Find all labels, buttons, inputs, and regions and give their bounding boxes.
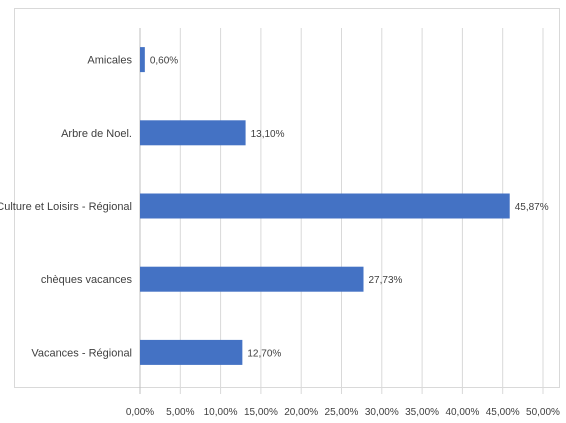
x-tick-label: 25,00% [325,407,359,418]
data-label: 0,60% [150,56,178,67]
x-tick-label: 0,00% [126,407,154,418]
bar [140,120,246,146]
labels: 0,00% 5,00% 10,00% 15,00% 20,00% 25,00% 30,00%… [0,55,560,418]
data-label: 13,10% [251,129,285,140]
bar [140,339,243,365]
bars [140,47,510,365]
bar [140,47,145,73]
x-tick-label: 10,00% [204,407,238,418]
category-label: Amicales [87,55,132,67]
x-tick-label: 30,00% [365,407,399,418]
data-label: 27,73% [369,275,403,286]
bar [140,266,364,292]
x-tick-label: 20,00% [284,407,318,418]
x-tick-label: 45,00% [486,407,520,418]
x-tick-label: 50,00% [526,407,560,418]
category-label: chèques vacances [41,274,133,286]
bar [140,193,510,219]
x-tick-label: 5,00% [166,407,194,418]
category-label: Vacances - Régional [31,347,132,359]
x-tick-label: 35,00% [405,407,439,418]
x-tick-label: 40,00% [445,407,479,418]
category-label: Arbre de Noel. [61,128,132,140]
x-tick-label: 15,00% [244,407,278,418]
category-label: Culture et Loisirs - Régional [0,201,132,213]
data-label: 45,87% [515,202,549,213]
data-label: 12,70% [247,348,281,359]
